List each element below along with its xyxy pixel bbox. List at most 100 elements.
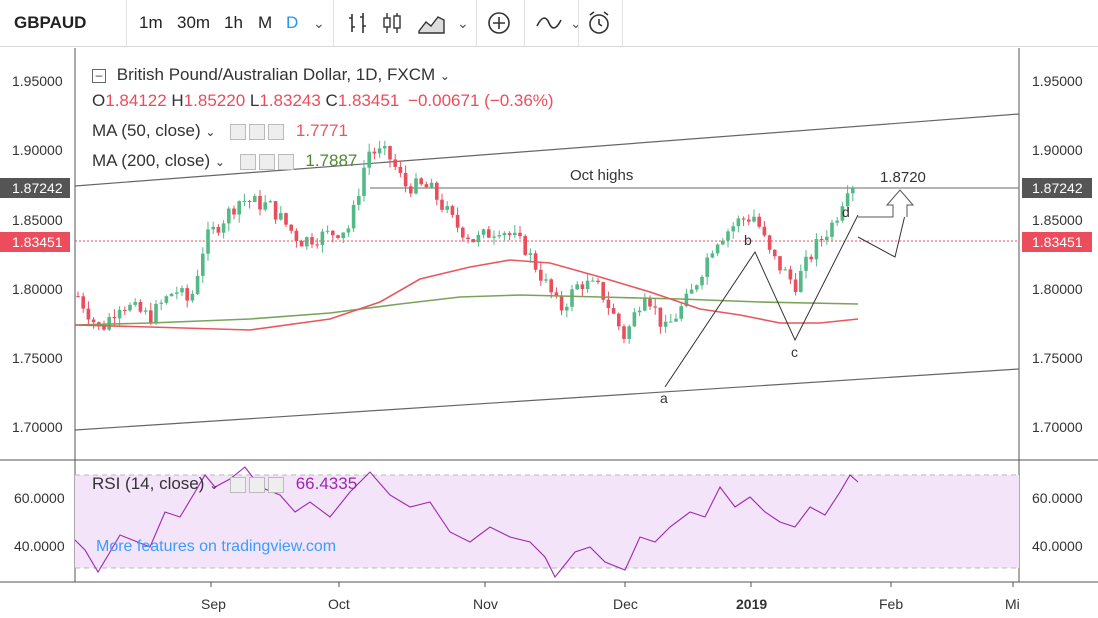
candle-body	[741, 218, 746, 220]
candle-body	[726, 231, 730, 241]
close-icon[interactable]	[267, 477, 284, 494]
collapse-icon[interactable]: –	[92, 68, 106, 83]
candle-body	[476, 234, 481, 243]
compare-wave-icon[interactable]	[534, 8, 564, 38]
candle-body	[133, 302, 137, 305]
candle-body	[440, 199, 444, 210]
candle-body	[362, 167, 366, 196]
candle-body	[289, 224, 293, 231]
candlestick-icon[interactable]	[377, 8, 407, 38]
visibility-icon[interactable]	[239, 154, 256, 171]
candle-body	[409, 186, 413, 194]
chevron-down-icon[interactable]: ⌄	[439, 69, 450, 83]
candle-body	[242, 200, 247, 202]
candle-body	[419, 178, 423, 185]
time-label: 2019	[736, 596, 768, 612]
candle-body	[471, 239, 475, 243]
candle-body	[695, 285, 699, 290]
candle-body	[138, 302, 143, 312]
candle-body	[544, 279, 548, 281]
candle-body	[357, 195, 361, 205]
interval-30m[interactable]: 30m	[177, 13, 211, 32]
candle-body	[377, 148, 382, 154]
candle-body	[455, 214, 460, 228]
candle-body	[284, 213, 288, 225]
candle-body	[414, 178, 418, 194]
candle-body	[705, 257, 709, 277]
candle-body	[263, 202, 267, 210]
add-indicator-icon[interactable]	[484, 8, 514, 38]
bar-chart-icon[interactable]	[343, 8, 373, 38]
settings-icon[interactable]	[258, 154, 275, 171]
candle-body	[565, 306, 569, 311]
settings-icon[interactable]	[248, 477, 265, 494]
candle-body	[606, 299, 611, 309]
candle-body	[601, 282, 605, 300]
visibility-icon[interactable]	[230, 124, 247, 141]
interval-1h[interactable]: 1h	[224, 13, 243, 32]
lower-channel-line[interactable]	[74, 368, 1020, 431]
candle-body	[700, 276, 704, 286]
candle-body	[247, 200, 252, 202]
area-chart-icon[interactable]	[416, 8, 446, 38]
open-label: O	[92, 91, 106, 110]
separator	[524, 0, 525, 46]
separator	[578, 0, 579, 46]
projection-line[interactable]	[857, 214, 906, 258]
rsi-legend[interactable]: RSI (14, close) ⌄ 66.4335	[92, 474, 357, 495]
price-tick: 1.70000	[12, 419, 63, 435]
candle-body	[102, 326, 106, 330]
last-price-marker: 1.83451	[1022, 232, 1092, 252]
oct-highs-label: Oct highs	[570, 167, 634, 184]
candle-body	[154, 303, 158, 324]
alarm-clock-icon[interactable]	[584, 8, 614, 38]
symbol-name[interactable]: GBPAUD	[14, 13, 87, 32]
upper-channel-line[interactable]	[74, 113, 1020, 187]
settings-icon[interactable]	[249, 124, 266, 141]
high-label: H	[171, 91, 184, 110]
wave-lines[interactable]	[664, 214, 859, 388]
price-tick: 1.95000	[12, 73, 63, 89]
candle-body	[258, 196, 262, 210]
candle-body	[128, 304, 132, 311]
interval-1m[interactable]: 1m	[139, 13, 163, 32]
tradingview-watermark[interactable]: More features on tradingview.com	[96, 538, 337, 555]
candle-body	[513, 232, 517, 236]
chevron-down-icon[interactable]: ⌄	[570, 15, 582, 31]
ma50-legend[interactable]: MA (50, close) ⌄ 1.7771	[92, 121, 348, 142]
candle-body	[367, 151, 371, 168]
candle-body	[398, 166, 403, 173]
candle-body	[336, 235, 340, 238]
top-toolbar: GBPAUD 1m 30m 1h M D ⌄ ⌄ ⌄	[0, 0, 1098, 47]
ma200-legend[interactable]: MA (200, close) ⌄ 1.7887	[92, 151, 357, 172]
price-chart[interactable]	[0, 47, 1098, 618]
candle-body	[773, 249, 777, 257]
close-icon[interactable]	[277, 154, 294, 171]
candle-body	[851, 187, 855, 194]
interval-month[interactable]: M	[258, 13, 273, 32]
interval-day[interactable]: D	[286, 13, 299, 32]
candle-body	[721, 240, 725, 245]
high-value: 1.85220	[183, 91, 246, 110]
rsi-line	[74, 466, 859, 579]
change-value: −0.00671 (−0.36%)	[408, 91, 554, 110]
rsi-tick: 40.0000	[1032, 538, 1083, 554]
candle-body	[825, 236, 829, 240]
chevron-down-icon[interactable]: ⌄	[313, 15, 325, 31]
candle-body	[175, 292, 179, 294]
candle-body	[643, 297, 647, 311]
chevron-down-icon[interactable]: ⌄	[457, 15, 469, 31]
visibility-icon[interactable]	[229, 477, 246, 494]
chevron-down-icon[interactable]: ⌄	[214, 155, 225, 169]
price-tick: 1.70000	[1032, 419, 1083, 435]
candle-body	[596, 280, 600, 283]
candle-body	[591, 280, 595, 282]
ma50-line	[74, 259, 859, 331]
candle-body	[206, 229, 210, 254]
candle-body	[81, 296, 85, 309]
chevron-down-icon[interactable]: ⌄	[209, 478, 220, 492]
chevron-down-icon[interactable]: ⌄	[205, 125, 216, 139]
candle-body	[273, 201, 278, 220]
price-tick: 1.80000	[12, 281, 63, 297]
close-icon[interactable]	[268, 124, 285, 141]
